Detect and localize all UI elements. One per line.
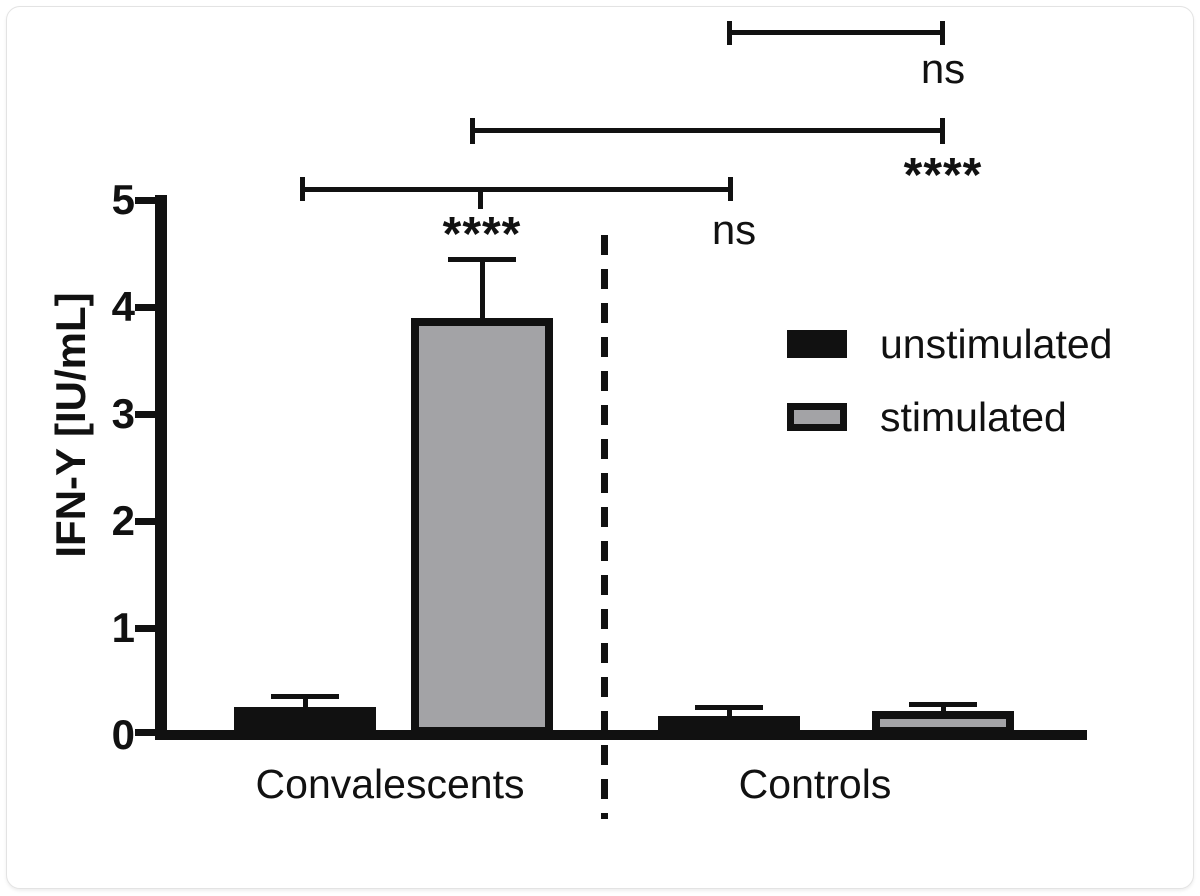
sig-bracket-unstim-right-tick	[728, 177, 733, 201]
sig-bracket-controls-right-tick	[940, 21, 945, 45]
x-group-label-convalescents: Convalescents	[255, 761, 525, 807]
sig-bracket-stim-left-tick	[470, 118, 475, 144]
sig-bracket-unstim-left-tick	[300, 177, 305, 201]
error-cap-controls-unstimulated	[695, 705, 763, 711]
error-cap-controls-stimulated	[909, 701, 977, 707]
y-tick-label-1: 1	[111, 604, 135, 651]
group-divider-dashed-line	[601, 235, 608, 819]
bar-controls-stimulated	[872, 711, 1014, 735]
sig-label-controls-ns: ns	[920, 45, 966, 92]
legend-swatch-stimulated	[787, 403, 847, 431]
bars-layer	[7, 7, 1193, 888]
error-cap-convalescents-stimulated	[448, 256, 516, 262]
bar-controls-unstimulated	[658, 715, 800, 735]
y-tick-mark-3	[135, 411, 156, 418]
y-tick-mark-4	[135, 304, 156, 311]
y-tick-mark-2	[135, 518, 156, 525]
y-tick-mark-1	[135, 625, 156, 632]
legend-item-unstimulated: unstimulated	[787, 320, 1113, 367]
bar-convalescents-stimulated	[411, 317, 553, 735]
x-axis-line	[155, 730, 1087, 740]
y-tick-mark-0	[135, 729, 156, 736]
y-tick-label-2: 2	[111, 497, 135, 544]
y-axis-line	[155, 195, 167, 740]
legend-label-stimulated: stimulated	[880, 393, 1067, 440]
y-tick-mark-5	[135, 197, 156, 204]
figure-card: IFN-Y [IU/mL] 0 1 2 3 4 5 Convalescents …	[6, 6, 1194, 889]
error-stem-convalescents-unstimulated	[303, 694, 308, 712]
x-group-label-controls: Controls	[738, 761, 892, 807]
sig-bracket-controls-line	[729, 30, 945, 35]
y-tick-label-4: 4	[111, 283, 135, 330]
sig-label-unstim-ns: ns	[711, 206, 757, 253]
y-tick-label-0: 0	[111, 711, 135, 758]
y-tick-label-3: 3	[111, 390, 135, 437]
bar-convalescents-unstimulated	[234, 707, 376, 735]
sig-bracket-stim-right-tick	[940, 118, 945, 144]
sig-bracket-center-tick	[478, 187, 483, 209]
error-stem-controls-stimulated	[941, 701, 946, 716]
error-stem-convalescents-stimulated	[480, 256, 485, 322]
sig-bracket-stim-line	[472, 128, 945, 133]
error-cap-convalescents-unstimulated	[271, 694, 339, 700]
y-tick-label-5: 5	[111, 176, 135, 223]
legend-label-unstimulated: unstimulated	[880, 320, 1113, 367]
sig-label-stim-stars: ****	[903, 149, 983, 202]
legend-item-stimulated: stimulated	[787, 393, 1067, 440]
sig-bracket-unstim-line	[302, 187, 732, 192]
error-stem-controls-unstimulated	[727, 705, 732, 720]
legend-swatch-unstimulated	[787, 330, 847, 358]
bar-chart: IFN-Y [IU/mL] 0 1 2 3 4 5 Convalescents …	[7, 7, 1193, 888]
sig-label-conval-stars: ****	[442, 208, 522, 261]
sig-bracket-controls-left-tick	[727, 21, 732, 45]
